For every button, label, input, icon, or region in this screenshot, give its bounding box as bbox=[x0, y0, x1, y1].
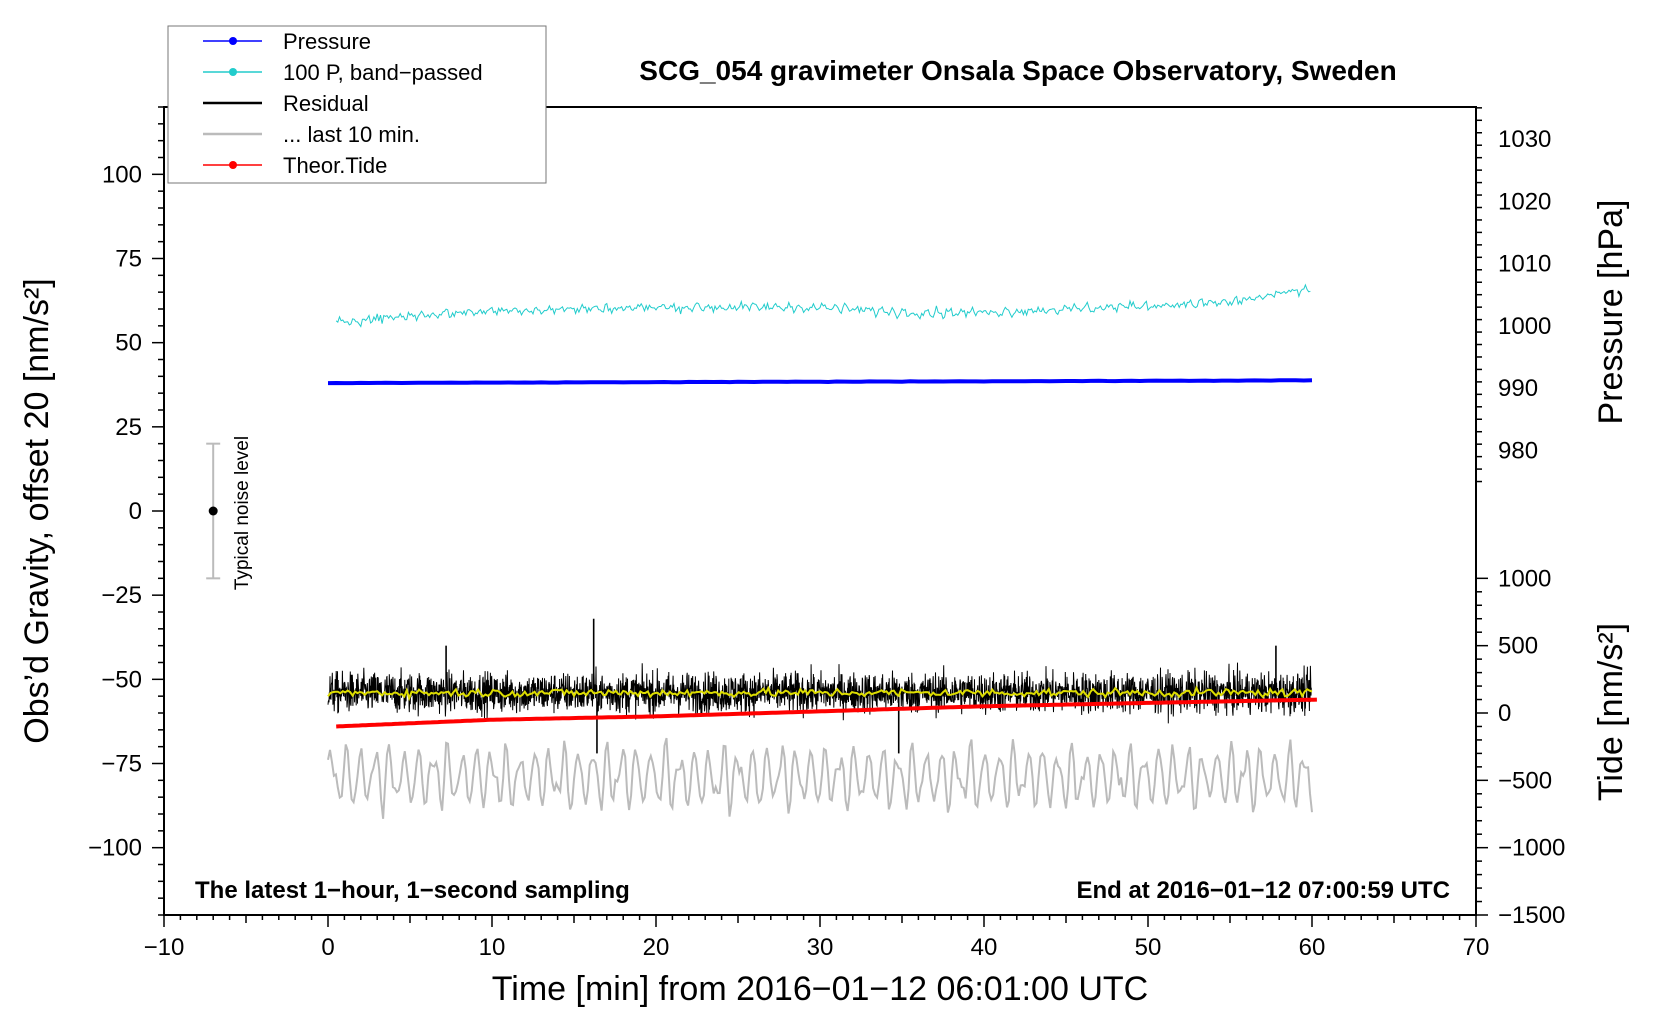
noise-bar-center-dot bbox=[208, 506, 218, 516]
legend-label: Pressure bbox=[283, 29, 371, 54]
pressure-tick-label: 1030 bbox=[1498, 126, 1551, 153]
y-tick-label: −50 bbox=[101, 666, 142, 693]
end-time-note: End at 2016−01−12 07:00:59 UTC bbox=[1076, 877, 1450, 904]
series-residual bbox=[327, 662, 1312, 724]
noise-level-label: Typical noise level bbox=[232, 436, 253, 590]
tide-tick-label: 1000 bbox=[1498, 565, 1551, 592]
x-axis-label: Time [min] from 2016−01−12 06:01:00 UTC bbox=[492, 970, 1148, 1008]
x-tick-label: 30 bbox=[807, 934, 834, 961]
x-tick-label: −10 bbox=[144, 934, 185, 961]
series-theoretical-tide bbox=[336, 697, 1317, 729]
legend: Pressure 100 P, band−passed Residual ... la… bbox=[167, 25, 547, 184]
left-y-axis-label: Obs’d Gravity, offset 20 [nm/s²] bbox=[18, 278, 56, 743]
tide-axis-label: Tide [nm/s²] bbox=[1592, 623, 1630, 801]
legend-marker bbox=[229, 37, 237, 45]
legend-label: 100 P, band−passed bbox=[283, 60, 483, 85]
series-last-10-min bbox=[327, 737, 1313, 819]
sampling-note: The latest 1−hour, 1−second sampling bbox=[195, 877, 630, 904]
x-tick-label: 10 bbox=[479, 934, 506, 961]
series-band-passed-pressure bbox=[335, 283, 1311, 328]
legend-label: Residual bbox=[283, 91, 369, 116]
chart-title: SCG_054 gravimeter Onsala Space Observat… bbox=[639, 55, 1396, 86]
y-tick-label: −100 bbox=[88, 835, 142, 862]
left-y-axis: 100 75 50 25 0 −25 −50 −75 −100 bbox=[88, 106, 164, 916]
tide-tick-label: −1500 bbox=[1498, 902, 1565, 929]
legend-marker bbox=[229, 161, 237, 169]
x-axis: −10 0 10 20 30 40 50 60 70 bbox=[144, 915, 1490, 961]
pressure-tick-label: 980 bbox=[1498, 437, 1538, 464]
pressure-tick-label: 1010 bbox=[1498, 251, 1551, 278]
right-y-axes: 1030 1020 1010 1000 990 980 1000 500 0 −500 −1000 −… bbox=[1476, 107, 1565, 929]
tide-tick-label: −500 bbox=[1498, 767, 1552, 794]
x-tick-label: 40 bbox=[971, 934, 998, 961]
x-tick-label: 0 bbox=[321, 934, 334, 961]
x-tick-label: 60 bbox=[1299, 934, 1326, 961]
x-tick-label: 70 bbox=[1463, 934, 1490, 961]
legend-box bbox=[167, 25, 547, 184]
y-tick-label: 25 bbox=[115, 414, 142, 441]
pressure-tick-label: 1000 bbox=[1498, 313, 1551, 340]
noise-level-indicator: Typical noise level bbox=[206, 436, 253, 590]
y-tick-label: 100 bbox=[102, 161, 142, 188]
pressure-axis-label: Pressure [hPa] bbox=[1592, 200, 1630, 425]
legend-label: ... last 10 min. bbox=[283, 122, 420, 147]
tide-tick-label: −1000 bbox=[1498, 835, 1565, 862]
y-tick-label: 50 bbox=[115, 330, 142, 357]
tide-tick-label: 0 bbox=[1498, 700, 1511, 727]
pressure-tick-label: 990 bbox=[1498, 375, 1538, 402]
y-tick-label: −25 bbox=[101, 582, 142, 609]
series-residual-smoothed bbox=[327, 685, 1313, 702]
legend-marker bbox=[229, 68, 237, 76]
series-layer bbox=[327, 283, 1317, 819]
x-tick-label: 20 bbox=[643, 934, 670, 961]
y-tick-label: 75 bbox=[115, 246, 142, 273]
legend-label: Theor.Tide bbox=[283, 153, 387, 178]
series-pressure bbox=[327, 378, 1313, 386]
tide-tick-label: 500 bbox=[1498, 633, 1538, 660]
x-tick-label: 50 bbox=[1135, 934, 1162, 961]
pressure-tick-label: 1020 bbox=[1498, 188, 1551, 215]
y-tick-label: −75 bbox=[101, 751, 142, 778]
y-tick-label: 0 bbox=[129, 498, 142, 525]
